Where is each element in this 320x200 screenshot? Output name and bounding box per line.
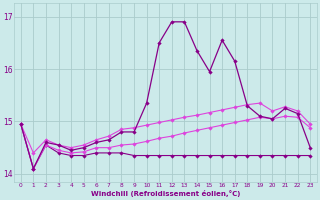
X-axis label: Windchill (Refroidissement éolien,°C): Windchill (Refroidissement éolien,°C) xyxy=(91,190,240,197)
